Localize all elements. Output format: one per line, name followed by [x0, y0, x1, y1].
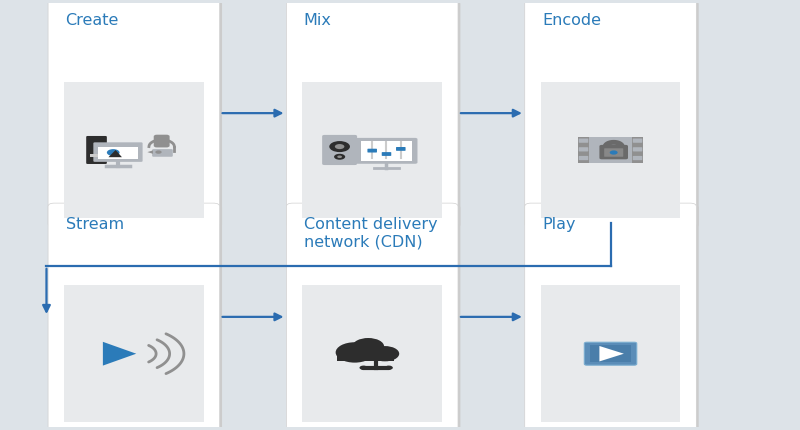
FancyBboxPatch shape [578, 137, 643, 163]
Circle shape [335, 144, 344, 149]
Text: Create: Create [66, 13, 119, 28]
FancyBboxPatch shape [302, 82, 442, 218]
Polygon shape [147, 150, 153, 154]
FancyBboxPatch shape [48, 203, 220, 430]
FancyBboxPatch shape [355, 138, 418, 164]
FancyBboxPatch shape [541, 82, 681, 218]
FancyBboxPatch shape [50, 204, 222, 430]
FancyBboxPatch shape [302, 285, 442, 422]
Text: Mix: Mix [304, 13, 332, 28]
FancyBboxPatch shape [590, 345, 631, 362]
FancyBboxPatch shape [633, 138, 642, 143]
Circle shape [370, 346, 399, 361]
FancyBboxPatch shape [382, 152, 391, 156]
Circle shape [338, 156, 342, 158]
Polygon shape [599, 346, 624, 362]
FancyBboxPatch shape [322, 135, 357, 165]
FancyBboxPatch shape [289, 1, 460, 228]
Circle shape [155, 150, 162, 154]
Polygon shape [109, 150, 122, 157]
FancyBboxPatch shape [599, 145, 628, 159]
FancyBboxPatch shape [48, 0, 220, 227]
FancyBboxPatch shape [367, 149, 377, 153]
FancyBboxPatch shape [338, 352, 394, 361]
Circle shape [352, 338, 384, 355]
FancyBboxPatch shape [578, 137, 589, 163]
Circle shape [107, 149, 119, 156]
FancyBboxPatch shape [86, 136, 107, 164]
FancyBboxPatch shape [541, 285, 681, 422]
FancyBboxPatch shape [64, 285, 204, 422]
FancyBboxPatch shape [527, 1, 698, 228]
FancyBboxPatch shape [50, 1, 222, 228]
FancyBboxPatch shape [525, 0, 696, 227]
FancyBboxPatch shape [361, 141, 412, 161]
FancyBboxPatch shape [527, 204, 698, 430]
FancyBboxPatch shape [90, 154, 103, 157]
FancyBboxPatch shape [604, 148, 623, 157]
FancyBboxPatch shape [154, 135, 170, 147]
Circle shape [334, 154, 345, 160]
Circle shape [610, 150, 618, 155]
Polygon shape [103, 342, 136, 366]
FancyBboxPatch shape [396, 147, 406, 151]
FancyBboxPatch shape [584, 342, 637, 365]
FancyBboxPatch shape [152, 149, 173, 157]
FancyBboxPatch shape [632, 137, 643, 163]
FancyBboxPatch shape [289, 204, 460, 430]
FancyBboxPatch shape [94, 142, 142, 162]
FancyBboxPatch shape [286, 0, 458, 227]
FancyBboxPatch shape [64, 82, 204, 218]
Text: Stream: Stream [66, 217, 124, 232]
Circle shape [330, 141, 350, 152]
FancyBboxPatch shape [633, 156, 642, 160]
FancyBboxPatch shape [286, 203, 458, 430]
FancyBboxPatch shape [633, 147, 642, 151]
FancyBboxPatch shape [525, 203, 696, 430]
FancyBboxPatch shape [578, 147, 588, 151]
Circle shape [385, 366, 393, 370]
FancyBboxPatch shape [98, 147, 138, 159]
Circle shape [359, 366, 367, 370]
Text: Content delivery
network (CDN): Content delivery network (CDN) [304, 217, 438, 249]
Circle shape [336, 342, 374, 362]
FancyBboxPatch shape [578, 156, 588, 160]
FancyBboxPatch shape [578, 138, 588, 143]
Text: Encode: Encode [542, 13, 602, 28]
Text: Play: Play [542, 217, 576, 232]
